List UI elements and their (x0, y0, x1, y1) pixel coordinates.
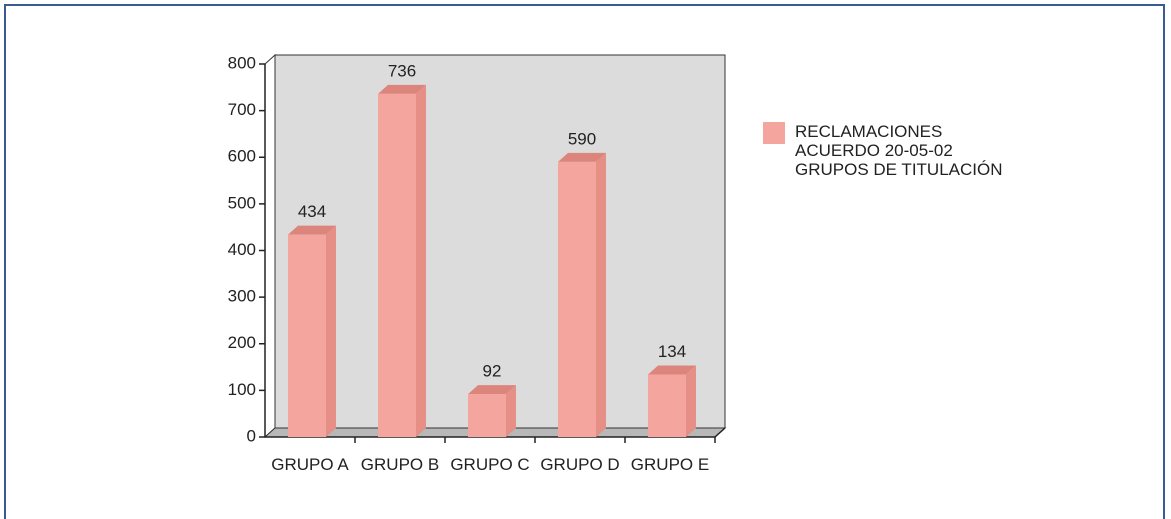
value-label: 134 (658, 342, 686, 361)
y-tick-label: 100 (228, 380, 256, 399)
bar-front (648, 374, 686, 437)
bar-side (506, 385, 516, 437)
legend-label: RECLAMACIONES ACUERDO 20-05-02 GRUPOS DE… (795, 122, 1003, 179)
x-tick-label: GRUPO C (450, 455, 530, 474)
x-tick-label: GRUPO A (271, 455, 349, 474)
legend-swatch (763, 122, 785, 144)
value-label: 736 (388, 61, 416, 80)
value-label: 92 (483, 362, 502, 381)
bar-front (378, 93, 416, 437)
bar-side (326, 225, 336, 437)
bar (558, 152, 606, 437)
x-tick-label: GRUPO E (630, 455, 710, 474)
bar (648, 365, 696, 437)
bar-top (468, 385, 516, 395)
y-tick-label: 800 (228, 53, 256, 72)
bar (288, 225, 336, 437)
value-label: 590 (568, 129, 596, 148)
y-tick-label: 300 (228, 287, 256, 306)
bar-front (558, 161, 596, 437)
x-tick-label: GRUPO B (360, 455, 440, 474)
bar-side (416, 84, 426, 437)
bar-top (378, 84, 426, 94)
side-wall (264, 53, 276, 439)
bar-top (288, 225, 336, 235)
y-tick-label: 400 (228, 240, 256, 259)
y-tick-label: 200 (228, 333, 256, 352)
y-tick-label: 0 (247, 426, 256, 445)
bar-top (558, 152, 606, 162)
bar-side (596, 152, 606, 437)
x-divider (714, 427, 726, 438)
y-tick-label: 600 (228, 147, 256, 166)
y-tick-label: 700 (228, 100, 256, 119)
bar-front (288, 234, 326, 437)
y-tick-label: 500 (228, 193, 256, 212)
frame (4, 4, 1165, 519)
value-label: 434 (298, 202, 326, 221)
bar (468, 385, 516, 437)
bar-top (648, 365, 696, 375)
bar-side (686, 365, 696, 437)
bar-front (468, 394, 506, 437)
bar (378, 84, 426, 437)
x-tick-label: GRUPO D (540, 455, 620, 474)
